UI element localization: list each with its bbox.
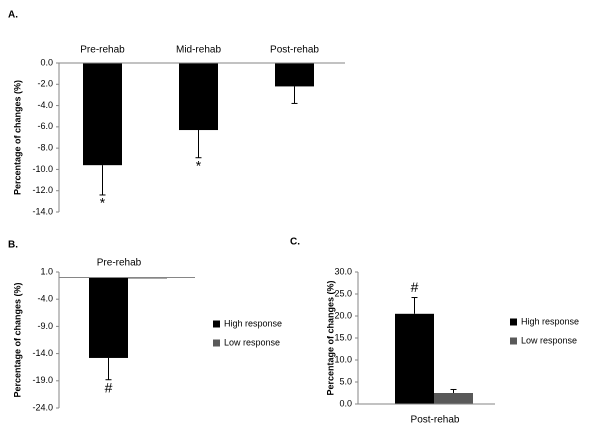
panel-label: C.	[290, 237, 300, 248]
legend-label: Low response	[521, 335, 577, 345]
bar	[434, 393, 473, 404]
annotation: #	[105, 379, 113, 395]
bar	[275, 63, 314, 87]
y-tick-label: -6.0	[37, 121, 53, 131]
y-tick-label: -4.0	[37, 100, 53, 110]
bar	[179, 63, 218, 131]
y-tick-label: -24.0	[32, 402, 53, 412]
x-axis-label: Post-rehab	[411, 415, 460, 426]
y-axis-label: Percentage of changes (%)	[12, 80, 22, 195]
legend-label: High response	[224, 318, 282, 328]
legend-swatch	[510, 318, 517, 326]
legend-label: High response	[521, 316, 579, 326]
panel-label: A.	[8, 10, 18, 21]
y-axis-label: Percentage of changes (%)	[325, 280, 335, 395]
y-tick-label: -19.0	[32, 375, 53, 385]
legend-swatch	[213, 320, 220, 328]
annotation: *	[196, 157, 202, 173]
legend-swatch	[510, 337, 517, 345]
x-tick-label: Post-rehab	[270, 45, 319, 56]
bar	[83, 63, 122, 166]
y-tick-label: 0.0	[40, 57, 53, 67]
bar	[395, 313, 434, 404]
y-tick-label: 25.0	[334, 288, 352, 298]
y-tick-label: 10.0	[334, 354, 352, 364]
y-tick-label: -4.0	[37, 294, 53, 304]
y-tick-label: 1.0	[40, 266, 53, 276]
y-tick-label: 20.0	[334, 310, 352, 320]
y-axis-label: Percentage of changes (%)	[12, 282, 22, 397]
annotation: *	[100, 195, 106, 211]
y-tick-label: -12.0	[32, 185, 53, 195]
panel-label: B.	[8, 240, 18, 251]
y-tick-label: 30.0	[334, 266, 352, 276]
y-tick-label: -9.0	[37, 321, 53, 331]
bar	[89, 277, 128, 358]
chart-title: Pre-rehab	[97, 258, 142, 269]
bar	[128, 277, 167, 279]
y-tick-label: 0.0	[339, 398, 352, 408]
y-tick-label: -8.0	[37, 143, 53, 153]
annotation: #	[411, 279, 419, 295]
y-tick-label: 5.0	[339, 376, 352, 386]
legend-label: Low response	[224, 337, 280, 347]
y-tick-label: -14.0	[32, 206, 53, 216]
x-tick-label: Pre-rehab	[80, 45, 125, 56]
y-tick-label: 15.0	[334, 332, 352, 342]
y-tick-label: -2.0	[37, 79, 53, 89]
y-tick-label: -10.0	[32, 164, 53, 174]
legend-swatch	[213, 339, 220, 347]
x-tick-label: Mid-rehab	[176, 45, 221, 56]
y-tick-label: -14.0	[32, 348, 53, 358]
